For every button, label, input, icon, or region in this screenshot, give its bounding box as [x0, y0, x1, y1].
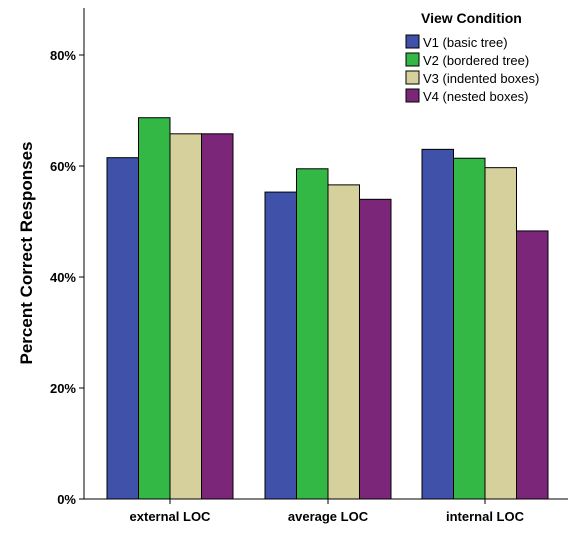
legend-swatch	[406, 71, 419, 84]
bar-4-2	[360, 199, 392, 499]
bar-4-1	[202, 134, 234, 499]
x-tick-label: internal LOC	[446, 509, 525, 524]
x-tick-label: external LOC	[130, 509, 212, 524]
y-tick-label: 60%	[50, 159, 76, 174]
x-axis-labels: external LOC average LOC internal LOC	[130, 499, 525, 524]
y-axis-title: Percent Correct Responses	[17, 142, 36, 365]
y-tick-label: 0%	[57, 492, 76, 507]
bar-2-2	[297, 169, 329, 499]
legend-swatch	[406, 53, 419, 66]
bar-3-1	[170, 134, 202, 499]
bar-3-2	[328, 185, 360, 499]
y-tick-label: 20%	[50, 381, 76, 396]
y-tick-label: 80%	[50, 48, 76, 63]
bars	[107, 118, 548, 499]
bar-3-3	[485, 168, 517, 499]
bar-4-3	[517, 231, 549, 499]
bar-1-2	[265, 192, 297, 499]
bar-2-3	[454, 158, 486, 499]
bar-2-1	[139, 118, 171, 499]
x-tick-label: average LOC	[288, 509, 369, 524]
y-axis-ticks: 0% 20% 40% 60% 80%	[50, 48, 84, 507]
legend: View Condition V1 (basic tree) V2 (border…	[406, 10, 539, 104]
legend-label: V4 (nested boxes)	[423, 89, 529, 104]
legend-swatch	[406, 89, 419, 102]
legend-label: V2 (bordered tree)	[423, 53, 529, 68]
legend-swatch	[406, 35, 419, 48]
legend-label: V1 (basic tree)	[423, 35, 508, 50]
legend-label: V3 (indented boxes)	[423, 71, 539, 86]
bar-1-1	[107, 158, 139, 499]
bar-1-3	[422, 149, 454, 499]
legend-title: View Condition	[421, 10, 522, 26]
y-tick-label: 40%	[50, 270, 76, 285]
